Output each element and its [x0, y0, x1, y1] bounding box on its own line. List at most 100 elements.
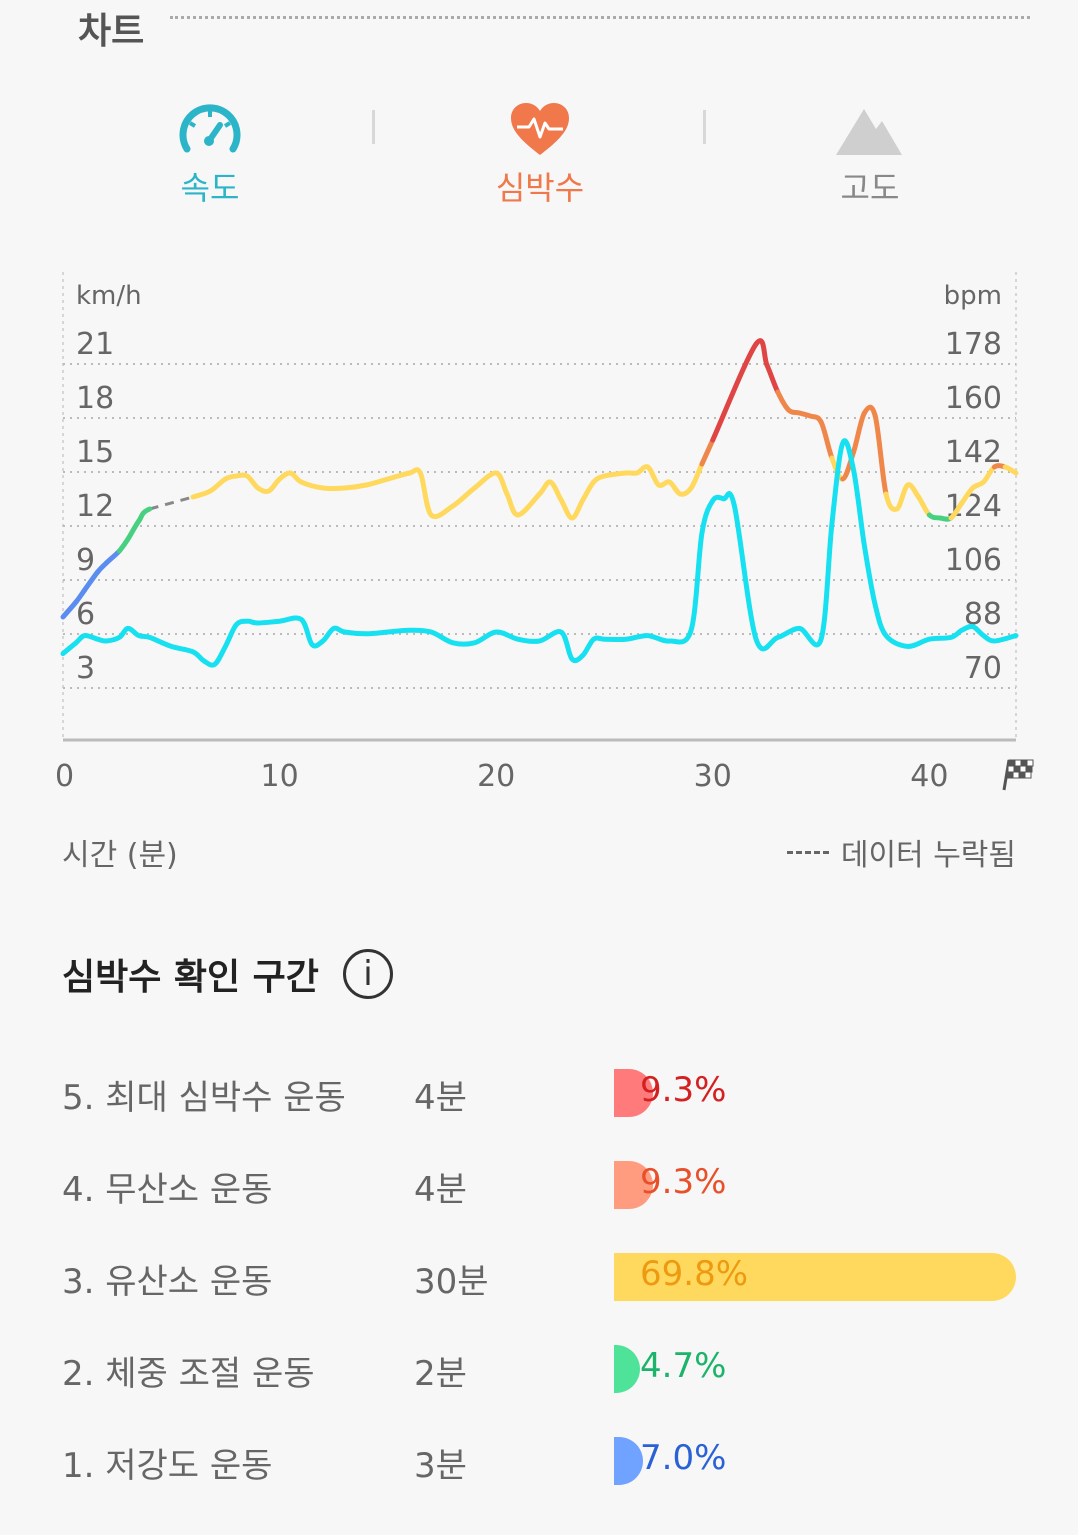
- right-unit-label: bpm: [944, 281, 1002, 311]
- zone-name: 2. 체중 조절 운동: [62, 1354, 315, 1394]
- zone-time: 30분: [414, 1262, 489, 1302]
- heart-rate-line-segment: [569, 497, 586, 521]
- right-tick-label: 178: [945, 327, 1002, 362]
- right-tick-label: 70: [964, 651, 1002, 686]
- zone-row: 3. 유산소 운동 30분 69.8%: [0, 1248, 1078, 1308]
- x-tick-label: 30: [694, 759, 732, 794]
- zone-bar: [614, 1437, 644, 1485]
- left-tick-label: 9: [76, 543, 95, 578]
- zone-percent: 9.3%: [640, 1070, 727, 1110]
- heart-rate-line-segment: [298, 479, 326, 491]
- heart-rate-line-segment: [504, 491, 521, 518]
- heart-rate-line-segment: [493, 470, 510, 497]
- x-axis-label: 시간 (분): [62, 838, 178, 873]
- heart-rate-line-segment: [699, 437, 716, 467]
- zone-name: 5. 최대 심박수 운동: [62, 1078, 346, 1118]
- section-title-divider: [170, 16, 1030, 19]
- heart-rate-line-segment: [342, 482, 369, 491]
- heart-rate-line-segment: [428, 503, 456, 520]
- heart-rate-line-segment: [547, 479, 564, 503]
- speed-line: [60, 438, 1019, 668]
- heart-rate-line-segment: [580, 479, 597, 503]
- heart-rate-line-segment: [190, 488, 213, 500]
- left-tick-label: 6: [76, 597, 95, 632]
- zone-bar: [614, 1069, 653, 1117]
- info-icon[interactable]: i: [342, 949, 393, 999]
- zone-time: 3분: [414, 1446, 467, 1486]
- section-title: 차트: [78, 11, 145, 52]
- zone-bar: [614, 1161, 653, 1209]
- checkered-flag-icon: [1002, 759, 1034, 791]
- zone-time: 2분: [414, 1354, 467, 1394]
- missing-data-segment: [149, 495, 194, 511]
- left-tick-label: 12: [76, 489, 114, 524]
- heart-rate-line-segment: [363, 476, 391, 488]
- heart-rate-line-segment: [764, 362, 781, 395]
- left-tick-label: 18: [76, 381, 114, 416]
- zone-time: 4분: [414, 1170, 467, 1210]
- zone-time: 4분: [414, 1078, 467, 1118]
- heart-rate-line-segment: [710, 341, 759, 443]
- heart-rate-line-segment: [417, 470, 434, 518]
- zone-percent: 7.0%: [640, 1438, 727, 1478]
- heart-rate-line-segment: [320, 485, 348, 492]
- heart-rate-line-segment: [753, 338, 770, 368]
- missing-data-legend: 데이터 누락됨: [786, 830, 1016, 874]
- tab-altitude[interactable]: 고도: [770, 95, 970, 209]
- heart-rate-line-segment: [645, 464, 662, 488]
- zone-name: 1. 저강도 운동: [62, 1446, 273, 1486]
- tab-speed[interactable]: 속도: [110, 95, 310, 209]
- heart-rate-line-segment: [601, 470, 629, 479]
- heart-rate-line-segment: [103, 548, 122, 566]
- heart-rate-line-segment: [472, 470, 499, 491]
- tab-altitude-label: 고도: [840, 169, 900, 207]
- heart-rate-line-segment: [450, 485, 478, 509]
- metric-tabs: 속도 심박수 고도: [40, 95, 1040, 215]
- left-tick-label: 3: [76, 651, 95, 686]
- heart-rate-line-segment: [775, 389, 792, 413]
- x-tick-label: 0: [55, 759, 74, 794]
- speedometer-icon: [179, 104, 241, 153]
- heart-rate-line-segment: [1002, 464, 1019, 476]
- tab-speed-label: 속도: [180, 169, 240, 207]
- tab-heart-rate[interactable]: 심박수: [440, 95, 640, 209]
- left-tick-label: 15: [76, 435, 114, 470]
- x-tick-label: 40: [910, 759, 948, 794]
- right-tick-label: 106: [945, 543, 1002, 578]
- mountain-icon: [836, 109, 902, 155]
- right-tick-label: 142: [945, 435, 1002, 470]
- tab-separator: [372, 110, 375, 144]
- heart-rate-line-segment: [916, 494, 932, 518]
- heart-rate-line-segment: [861, 404, 878, 419]
- heart-rate-line-segment: [385, 470, 413, 482]
- x-tick-label: 10: [260, 759, 298, 794]
- zone-percent: 4.7%: [640, 1346, 727, 1386]
- right-tick-label: 160: [945, 381, 1002, 416]
- zone-percent: 9.3%: [640, 1162, 727, 1202]
- heart-rate-line-segment: [818, 419, 835, 461]
- left-tick-label: 21: [76, 327, 114, 362]
- heart-rate-line-segment: [894, 482, 911, 512]
- heart-rate-line-segment: [688, 461, 705, 491]
- zone-percent: 69.8%: [640, 1254, 749, 1294]
- heart-rate-line-segment: [60, 599, 79, 620]
- zone-name: 3. 유산소 운동: [62, 1262, 273, 1302]
- heart-rate-line-segment: [558, 497, 575, 521]
- zones-title: 심박수 확인 구간 i: [62, 948, 393, 1000]
- heart-rate-line-segment: [125, 518, 142, 542]
- tab-heart-rate-label: 심박수: [495, 169, 585, 207]
- heart-rate-line-segment: [136, 506, 153, 524]
- x-tick-label: 20: [477, 759, 515, 794]
- zones-title-text: 심박수 확인 구간: [62, 957, 319, 998]
- zone-row: 2. 체중 조절 운동 2분 4.7%: [0, 1340, 1078, 1400]
- left-unit-label: km/h: [76, 281, 142, 311]
- zone-row: 1. 저강도 운동 3분 7.0%: [0, 1432, 1078, 1492]
- dashed-line-icon: [786, 850, 829, 854]
- zone-bar: [614, 1345, 640, 1393]
- heart-icon: [511, 103, 569, 155]
- missing-data-label: 데이터 누락됨: [840, 838, 1016, 873]
- zone-name: 4. 무산소 운동: [62, 1170, 273, 1210]
- tab-separator: [703, 110, 706, 144]
- heart-rate-line-segment: [515, 491, 542, 518]
